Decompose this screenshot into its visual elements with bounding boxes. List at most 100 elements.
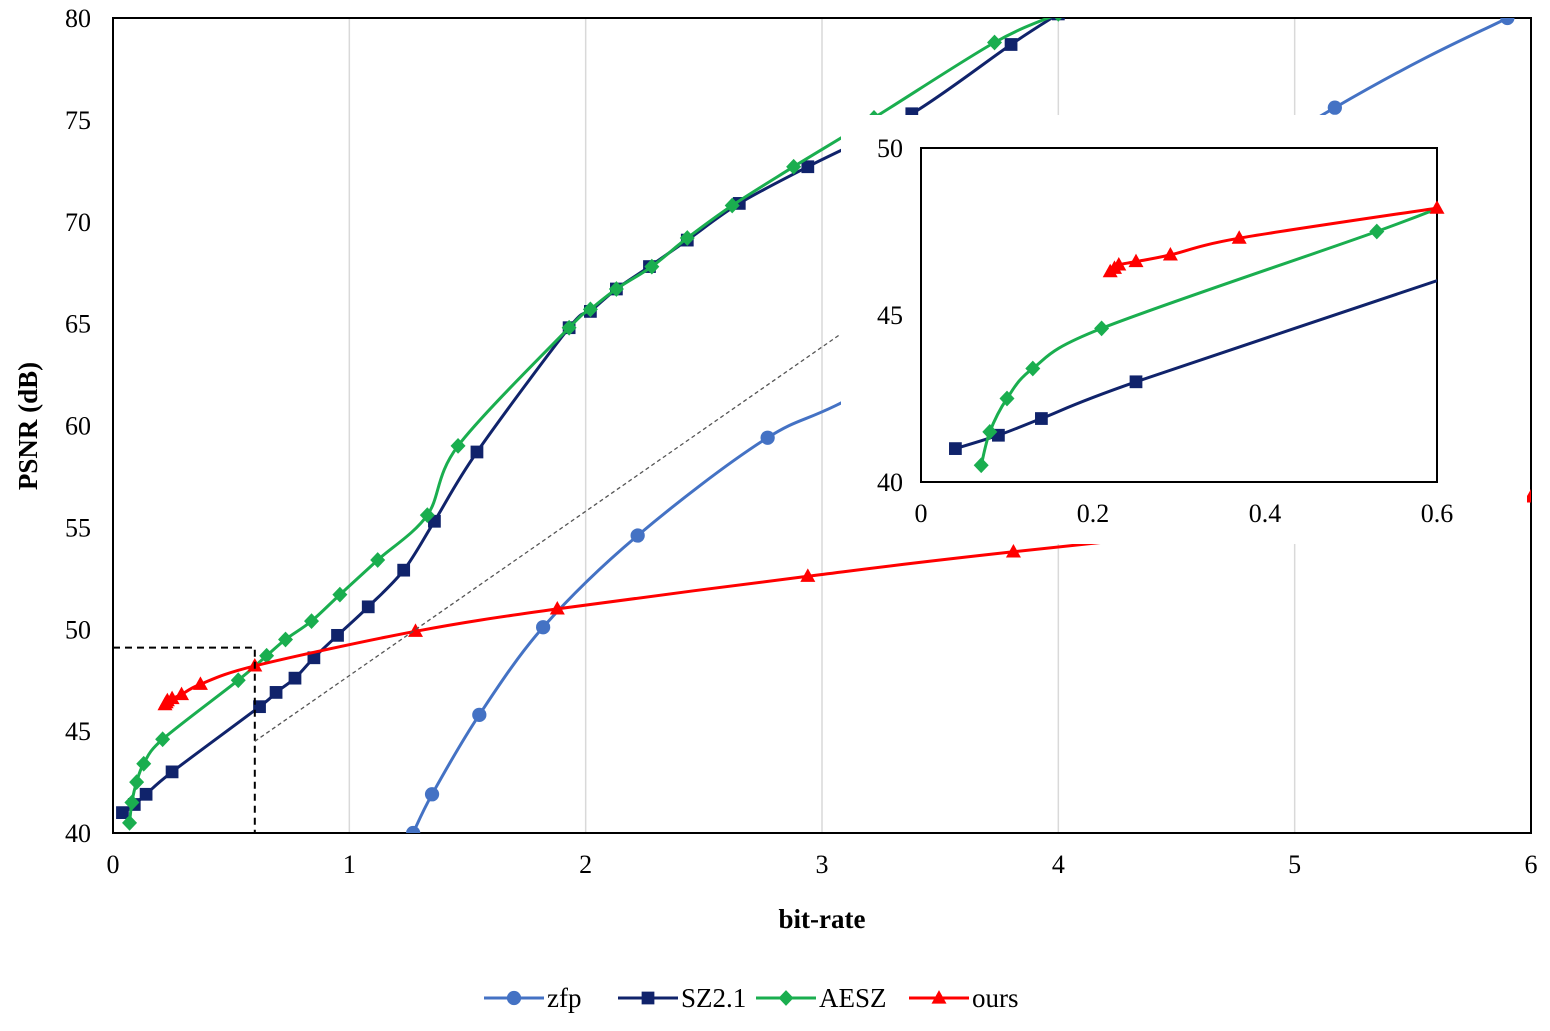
inset-y-tick-label: 45 xyxy=(877,301,903,330)
y-tick-label: 60 xyxy=(65,412,91,441)
data-point xyxy=(361,600,375,614)
inset-data-point xyxy=(1094,320,1110,337)
inset-data-point xyxy=(1429,200,1445,214)
data-point xyxy=(331,628,344,642)
inset-x-tick-label: 0.4 xyxy=(1249,499,1282,528)
data-point xyxy=(397,563,411,577)
data-point xyxy=(630,528,645,543)
data-point xyxy=(561,319,577,336)
data-point xyxy=(536,620,551,635)
data-point xyxy=(307,651,321,665)
y-tick-label: 70 xyxy=(65,208,91,237)
series-line xyxy=(121,18,1055,814)
inset-data-point xyxy=(973,457,989,474)
data-point xyxy=(269,686,283,699)
data-point xyxy=(582,301,598,318)
inset-data-point xyxy=(1111,257,1127,271)
x-tick-label: 2 xyxy=(579,850,592,879)
y-tick-label: 65 xyxy=(65,310,91,339)
data-point xyxy=(800,568,816,582)
series-ours xyxy=(157,488,1531,711)
inset-data-point xyxy=(1369,223,1385,240)
inset-markers xyxy=(949,200,1445,474)
data-point xyxy=(129,774,145,790)
y-tick-label: 55 xyxy=(65,513,91,542)
legend-item-zfp: zfp xyxy=(484,983,581,1013)
inset-series-line-SZ2.1 xyxy=(954,279,1437,451)
data-point xyxy=(164,690,180,705)
data-point xyxy=(1500,18,1515,26)
plot-area-border xyxy=(112,17,1532,834)
data-point xyxy=(786,158,802,175)
zoom-indicator xyxy=(112,333,842,835)
data-point xyxy=(419,507,435,524)
data-point xyxy=(472,707,487,722)
data-point xyxy=(174,686,190,701)
data-point xyxy=(124,794,140,811)
inset-y-tick-label: 50 xyxy=(877,134,903,163)
inset-chart: 0 0.2 0.4 0.6 40 45 50 xyxy=(841,115,1527,544)
inset-series-line-AESZ xyxy=(979,207,1437,466)
data-point xyxy=(116,806,129,819)
y-axis-title: PSNR (dB) xyxy=(13,362,43,490)
data-point xyxy=(760,430,775,445)
data-point xyxy=(450,438,466,454)
x-axis-title: bit-rate xyxy=(779,904,866,934)
inset-x-tick-label: 0 xyxy=(915,499,928,528)
legend-label: SZ2.1 xyxy=(681,983,746,1013)
data-point xyxy=(408,623,424,637)
y-tick-label: 50 xyxy=(65,615,91,644)
inset-data-point xyxy=(1025,360,1041,377)
y-tick-label: 45 xyxy=(65,717,91,746)
legend-item-SZ2.1: SZ2.1 xyxy=(618,983,746,1013)
data-point xyxy=(549,601,565,615)
data-point xyxy=(644,258,660,275)
legend-label: AESZ xyxy=(819,983,887,1013)
data-point xyxy=(424,787,440,802)
inset-data-point xyxy=(999,390,1015,407)
inset-data-point xyxy=(1035,412,1048,425)
legend-item-AESZ: AESZ xyxy=(756,983,887,1013)
data-point xyxy=(155,731,171,748)
data-point xyxy=(1004,38,1018,51)
y-tick-label: 75 xyxy=(65,106,91,135)
data-point xyxy=(278,631,294,648)
data-point xyxy=(259,647,275,664)
data-point xyxy=(192,676,208,690)
data-point xyxy=(1054,18,1062,22)
x-tick-label: 0 xyxy=(107,850,120,879)
legend: zfp SZ2.1 AESZ ours xyxy=(484,983,1019,1013)
inset-data-point xyxy=(1162,247,1178,261)
data-point xyxy=(253,700,266,714)
data-point xyxy=(230,672,246,689)
inset-data-point xyxy=(1129,375,1143,389)
inset-data-point xyxy=(949,442,962,455)
data-point xyxy=(987,34,1003,51)
inset-x-tick-label: 0.2 xyxy=(1077,499,1110,528)
data-point xyxy=(165,765,179,779)
data-point xyxy=(406,825,421,833)
inset-x-tick-label: 0.6 xyxy=(1421,499,1454,528)
legend-marker xyxy=(778,990,794,1006)
y-tick-label: 40 xyxy=(65,819,91,848)
inset-data-point xyxy=(982,424,998,440)
inset-background xyxy=(841,115,1527,544)
inset-data-point xyxy=(1128,253,1144,268)
legend-label: ours xyxy=(972,983,1019,1013)
x-tick-label: 4 xyxy=(1052,850,1065,879)
data-point xyxy=(724,197,740,214)
inset-plot-border xyxy=(920,147,1438,483)
data-point xyxy=(608,281,624,297)
zoom-box xyxy=(112,646,256,835)
data-point xyxy=(370,552,386,568)
data-point xyxy=(470,445,484,459)
data-point xyxy=(288,671,302,685)
legend-marker xyxy=(931,990,947,1004)
data-point xyxy=(139,787,153,801)
data-point xyxy=(679,230,695,246)
data-point xyxy=(1327,100,1342,115)
data-point xyxy=(122,814,138,831)
x-tick-label: 3 xyxy=(816,850,829,879)
